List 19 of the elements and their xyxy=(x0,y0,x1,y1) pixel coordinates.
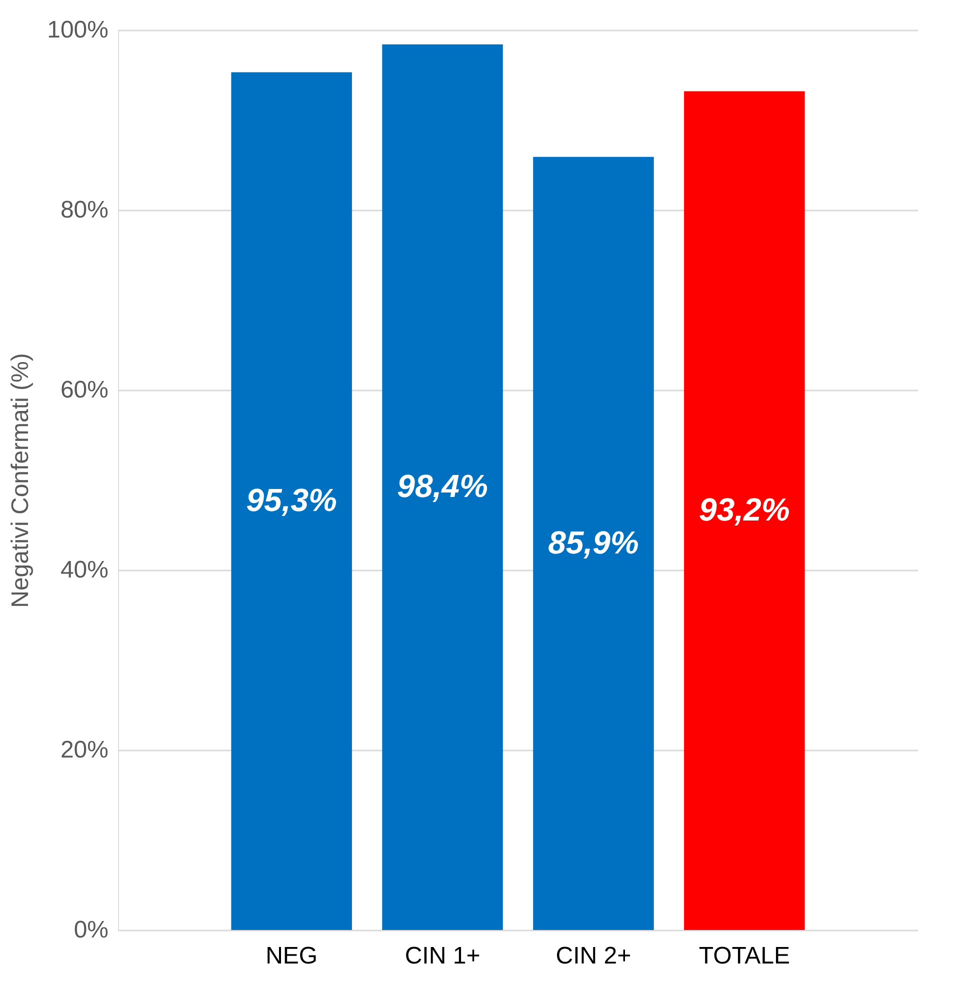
data-label: 98,4% xyxy=(397,468,488,504)
bar xyxy=(231,72,352,930)
bar xyxy=(684,91,805,930)
y-tick-label: 20% xyxy=(60,736,108,764)
bar xyxy=(382,44,503,930)
data-label: 93,2% xyxy=(699,492,790,528)
x-tick-label: CIN 2+ xyxy=(556,942,632,970)
y-tick-label: 80% xyxy=(60,196,108,224)
x-tick-label: CIN 1+ xyxy=(404,942,480,970)
y-tick-label: 60% xyxy=(60,376,108,404)
y-tick-label: 40% xyxy=(60,556,108,584)
y-tick-label: 0% xyxy=(74,916,108,944)
y-axis-title: Negativi Confermati (%) xyxy=(7,353,34,608)
y-tick-label: 100% xyxy=(47,16,108,44)
bar xyxy=(533,156,654,930)
data-label: 95,3% xyxy=(246,482,337,518)
data-label: 85,9% xyxy=(548,524,639,560)
x-tick-label: NEG xyxy=(266,942,318,970)
x-tick-label: TOTALE xyxy=(698,942,790,970)
